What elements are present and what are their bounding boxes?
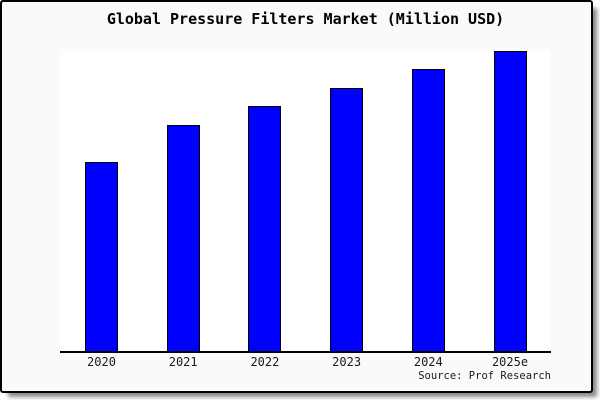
x-tick-label: 2021 [168,355,198,369]
x-tick-label: 2025e [491,355,529,369]
x-tick-label: 2024 [413,355,443,369]
x-tick-label: 2022 [250,355,280,369]
bar-2020 [85,161,118,351]
source-credit: Source: Prof Research [418,370,551,382]
bar-2022 [248,106,282,351]
chart-frame: Global Pressure Filters Market (Million … [0,0,593,393]
bar-2021 [166,125,200,351]
bar-2024 [411,68,445,351]
x-tick-label: 2023 [332,355,362,369]
bar-2023 [330,87,364,351]
x-axis-ticks: 2020 2021 2022 2023 2024 2025e [60,355,551,371]
x-tick-label: 2020 [87,355,116,369]
bar-2025e [493,50,527,351]
plot-area [60,49,551,353]
chart-title: Global Pressure Filters Market (Million … [106,10,505,28]
